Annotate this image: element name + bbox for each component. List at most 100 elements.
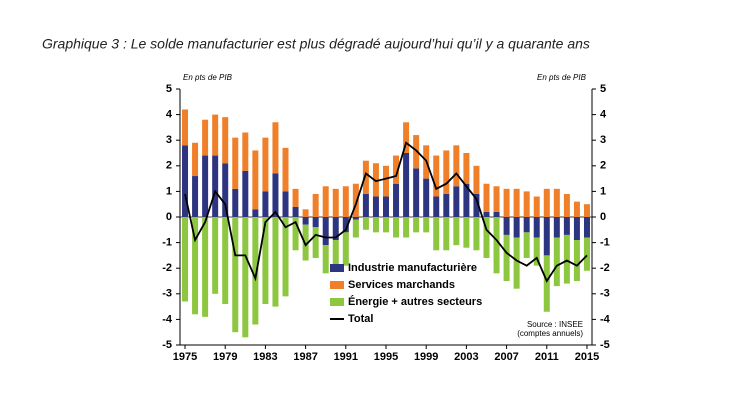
legend-label: Industrie manufacturière — [348, 262, 477, 274]
y2-tick-label: -2 — [600, 262, 610, 274]
bar — [423, 178, 430, 217]
y-tick-label: -4 — [162, 313, 173, 325]
bar — [523, 191, 530, 217]
bar — [443, 217, 450, 251]
y2-tick-label: -4 — [600, 313, 611, 325]
bar — [192, 142, 199, 177]
bar — [272, 173, 279, 217]
y-label: En pts de PIB — [183, 73, 233, 82]
bar — [563, 234, 570, 284]
bar — [393, 217, 400, 238]
bar — [533, 237, 540, 266]
bar — [443, 193, 450, 217]
x-tick-label: 1983 — [253, 351, 277, 363]
bar — [232, 137, 239, 189]
bar — [372, 217, 379, 233]
bar — [493, 186, 500, 212]
y-tick-label: -2 — [162, 262, 172, 274]
x-tick-label: 2015 — [575, 351, 599, 363]
bar — [222, 217, 229, 305]
y-tick-label: -5 — [162, 339, 172, 351]
x-tick-label: 2007 — [494, 351, 518, 363]
y2-tick-label: 2 — [600, 160, 606, 172]
bar — [232, 188, 239, 217]
y-tick-label: 5 — [166, 83, 172, 95]
line — [184, 141, 588, 283]
bar — [192, 176, 199, 217]
bar — [242, 217, 249, 338]
bar — [483, 217, 490, 258]
x-tick-label: 1999 — [414, 351, 438, 363]
bar — [463, 153, 470, 184]
bar — [342, 186, 349, 217]
bar — [453, 217, 460, 246]
bar — [282, 217, 289, 297]
bar — [302, 209, 309, 217]
bar — [292, 206, 299, 217]
bar — [272, 217, 279, 307]
bar — [302, 224, 309, 261]
y2-tick-label: 1 — [600, 185, 606, 197]
bar — [503, 234, 510, 281]
y-tick-label: -1 — [162, 237, 172, 249]
bar — [242, 132, 249, 171]
bar — [252, 150, 259, 210]
bar — [403, 122, 410, 153]
bar — [553, 188, 560, 217]
bar — [322, 245, 329, 274]
bar — [272, 122, 279, 174]
bar — [473, 165, 480, 194]
legend-swatch — [330, 298, 344, 306]
bar — [493, 217, 500, 274]
x-tick-label: 1995 — [374, 351, 398, 363]
bar — [553, 217, 560, 238]
bar — [312, 227, 319, 258]
y2-tick-label: -1 — [600, 237, 610, 249]
bar — [473, 193, 480, 217]
y-tick-label: 4 — [166, 109, 173, 121]
bar — [493, 211, 500, 217]
bar — [262, 191, 269, 217]
bar — [252, 209, 259, 217]
bar — [443, 150, 450, 194]
bar — [543, 255, 550, 312]
bar — [332, 217, 339, 241]
source: (comptes annuels) — [517, 329, 583, 338]
legend-label: Services marchands — [348, 279, 455, 291]
bar — [523, 217, 530, 233]
y2-tick-label: 5 — [600, 83, 606, 95]
bar — [212, 155, 219, 217]
bar — [182, 109, 189, 146]
bar — [573, 217, 580, 241]
bar — [383, 165, 389, 197]
legend-label: Énergie + autres secteurs — [348, 295, 482, 308]
x-tick-label: 2011 — [535, 351, 559, 363]
bar — [352, 219, 359, 238]
bar — [292, 217, 299, 251]
bar — [463, 183, 470, 217]
y2-tick-label: 3 — [600, 134, 606, 146]
bar — [202, 217, 209, 317]
bar — [583, 217, 590, 238]
bar — [212, 217, 219, 294]
bar — [513, 237, 520, 289]
bar — [413, 217, 420, 233]
y2-tick-label: 4 — [600, 109, 607, 121]
y-tick-label: 1 — [166, 185, 172, 197]
x-tick-label: 1979 — [213, 351, 237, 363]
bar — [383, 196, 389, 217]
bar — [332, 240, 339, 271]
bar — [513, 188, 520, 217]
bar — [403, 217, 410, 238]
bar — [302, 217, 309, 225]
y2-tick-label: -5 — [600, 339, 610, 351]
bar — [352, 217, 359, 220]
bar — [322, 186, 329, 217]
x-tick-label: 1975 — [173, 351, 197, 363]
bar — [262, 137, 269, 192]
bar — [523, 232, 530, 258]
bar — [453, 145, 460, 187]
bar — [563, 217, 570, 235]
source: Source : INSEE — [527, 320, 583, 329]
